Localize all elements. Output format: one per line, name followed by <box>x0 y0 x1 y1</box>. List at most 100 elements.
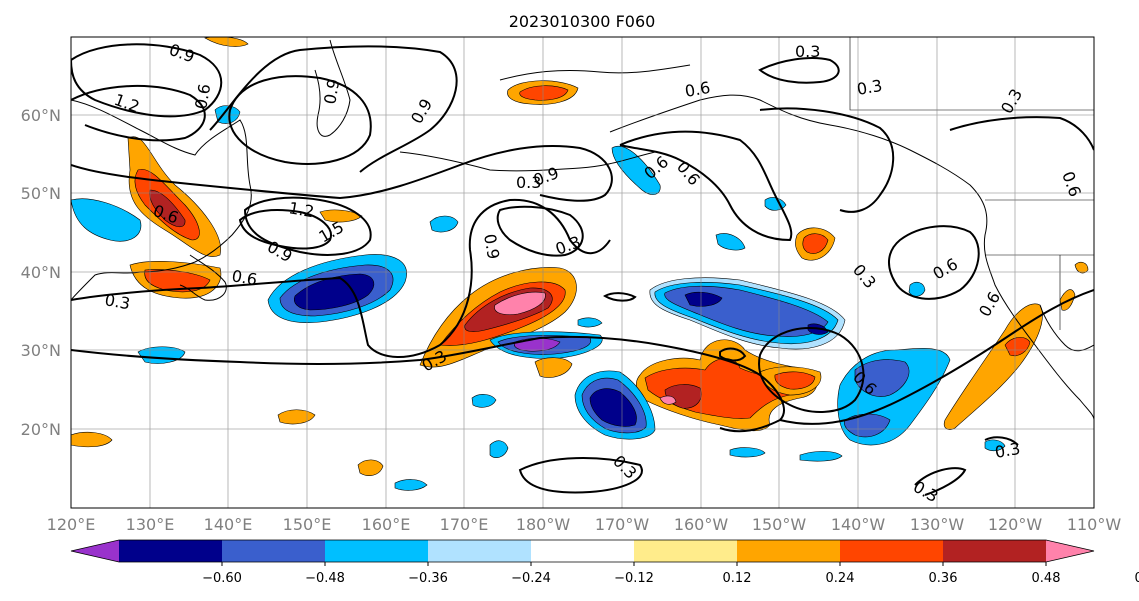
colorbar-segment <box>325 540 429 562</box>
lat-tick: 20°N <box>21 420 61 439</box>
positive-region <box>943 303 1043 430</box>
contour-line <box>71 335 785 433</box>
colorbar-segment <box>222 540 326 562</box>
contour-line <box>758 327 865 413</box>
colorbar-tick-label: 0.24 <box>826 571 855 586</box>
positive-region <box>149 189 186 228</box>
positive-region <box>144 269 211 293</box>
contour-label: 0.6 <box>230 266 258 289</box>
negative-region <box>729 447 766 458</box>
lon-tick: 170°W <box>595 515 650 534</box>
colorbar-segment <box>119 540 223 562</box>
contour-line <box>779 289 1094 425</box>
lon-tick: 180°W <box>516 515 571 534</box>
contour-line <box>888 225 980 300</box>
negative-region <box>854 359 910 397</box>
contour-line <box>518 457 643 494</box>
contour-line <box>984 436 1019 446</box>
contour-line <box>496 205 584 257</box>
kamchatka-coastline <box>314 39 351 137</box>
lat-tick: 60°N <box>21 106 61 125</box>
contour-line <box>238 209 332 250</box>
contour-label: 0.3 <box>516 173 541 192</box>
contour-line <box>71 43 223 118</box>
positive-region <box>277 409 316 425</box>
contour-label: 0.3 <box>855 76 883 99</box>
colorbar-tick-label: −0.12 <box>614 571 654 586</box>
lon-tick: 170°E <box>440 515 489 534</box>
negative-region <box>489 440 509 458</box>
contour-line <box>71 145 613 202</box>
colorbar-tick-label: 0.60 <box>1135 571 1139 586</box>
contour-line <box>758 57 840 84</box>
lon-tick: 130°E <box>126 515 175 534</box>
lon-tick: 140°E <box>204 515 253 534</box>
lon-tick: 160°E <box>362 515 411 534</box>
colorbar-tick-label: −0.36 <box>408 571 448 586</box>
latitude-ticks: 60°N 50°N 40°N 30°N 20°N <box>21 106 61 439</box>
contour-line <box>228 75 372 165</box>
japan-coastline <box>179 254 227 301</box>
contour-line <box>603 292 637 302</box>
longitude-ticks: 120°E 130°E 140°E 150°E 160°E 170°E 180°… <box>47 515 1122 534</box>
colorbar-tick-label: 0.48 <box>1032 571 1061 586</box>
positive-region <box>71 431 113 448</box>
colorbar-tick-label: −0.48 <box>305 571 345 586</box>
contour-line <box>209 45 458 173</box>
positive-region <box>802 233 829 254</box>
positive-region <box>1074 261 1089 274</box>
aleutian-islands <box>399 151 656 172</box>
contour-label: 0.9 <box>320 77 343 105</box>
lon-tick: 120°E <box>47 515 96 534</box>
colorbar-outline <box>70 539 1095 563</box>
positive-region <box>774 371 816 390</box>
contour-label: 0.3 <box>993 439 1021 462</box>
colorbar-tick-label: 0.36 <box>929 571 958 586</box>
north-coast <box>499 64 691 81</box>
positive-region <box>319 209 363 223</box>
contour-line <box>71 84 206 142</box>
positive-region <box>204 37 249 47</box>
colorbar-segment <box>634 540 738 562</box>
colorbar-segment <box>428 540 532 562</box>
contour-lines <box>71 43 1094 496</box>
colorbar-tick-label: −0.24 <box>511 571 551 586</box>
lon-tick: 120°W <box>988 515 1043 534</box>
colorbar-tick-label: 0.12 <box>723 571 752 586</box>
colorbar-segment <box>737 540 841 562</box>
contour-line <box>914 467 967 496</box>
negative-region <box>908 281 926 297</box>
alaska-coastline <box>609 94 1094 421</box>
colorbar-segment <box>531 540 635 562</box>
colorbar-extend-min <box>71 540 119 562</box>
negative-region <box>684 291 723 307</box>
gulf-of-california <box>1039 304 1094 352</box>
positive-region <box>519 85 569 101</box>
negative-region <box>471 394 497 408</box>
chart-title: 2023010300 F060 <box>509 12 656 31</box>
negative-region <box>715 233 746 251</box>
lat-tick: 30°N <box>21 341 61 360</box>
negative-region <box>394 479 428 491</box>
borders <box>849 37 1094 330</box>
contour-label: 0.6 <box>191 82 214 110</box>
contour-label: 0.3 <box>795 42 820 61</box>
lat-tick: 40°N <box>21 263 61 282</box>
colorbar-segments <box>70 539 1095 563</box>
positive-region <box>534 357 573 378</box>
negative-region <box>429 215 459 233</box>
contour-line <box>759 107 895 213</box>
contour-label: 1.2 <box>287 198 315 221</box>
colorbar-ticks: −0.60 −0.48 −0.36 −0.24 −0.12 0.12 0.24 0.36 0.4… <box>202 562 1139 586</box>
colorbar-segment <box>840 540 944 562</box>
positive-region <box>494 291 546 315</box>
map-frame <box>70 36 1095 509</box>
colorbar-segment <box>943 540 1047 562</box>
positive-region <box>659 395 677 405</box>
contour-line <box>619 130 793 242</box>
negative-region <box>577 317 603 328</box>
negative-region <box>611 146 661 195</box>
map-panel: 0.9 1.2 0.9 0.3 0.6 0.3 0.6 0.3 0.6 1.2 … <box>71 37 1094 508</box>
negative-region <box>71 198 142 242</box>
